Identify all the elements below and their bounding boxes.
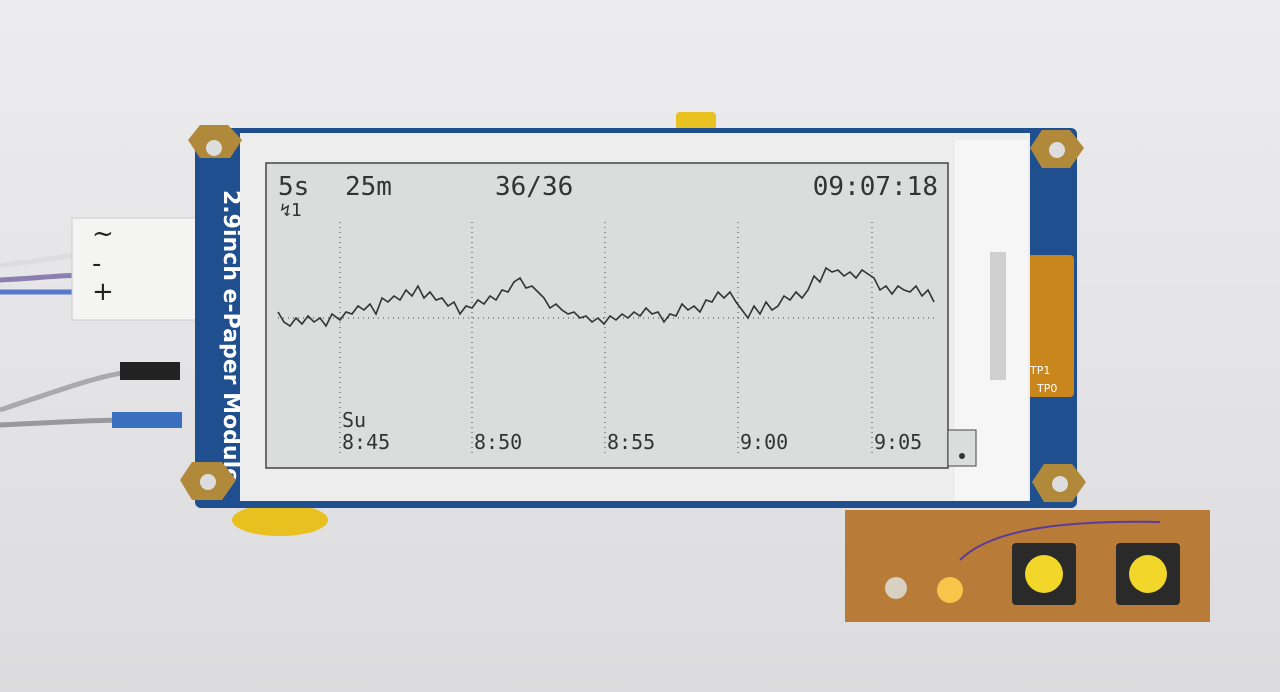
wire: [0, 369, 131, 413]
screen-corner: [947, 429, 977, 467]
jumper-wire: [959, 520, 1161, 561]
pad-label: TP1: [1029, 364, 1050, 377]
module-label: 2.9inch e-Paper Module: [218, 190, 243, 483]
connector-mark: -: [92, 249, 101, 279]
connector-mark: ~: [92, 219, 114, 249]
x-label: 8:55: [607, 430, 655, 454]
screw: [1052, 476, 1068, 492]
x-label: 9:05: [874, 430, 922, 454]
nuts: [180, 125, 1086, 502]
x-label: 9:00: [740, 430, 788, 454]
screen-content: 5s 25m 36/36 09:07:18 ↯1 Su: [277, 172, 938, 455]
screw: [1049, 142, 1065, 158]
screw: [200, 474, 216, 490]
button[interactable]: [1129, 555, 1167, 593]
header-text: 5s: [278, 172, 309, 202]
connector: [71, 217, 198, 321]
day-text: Su: [342, 408, 366, 432]
header-text: 36/36: [495, 172, 573, 202]
driver-chip: [990, 252, 1006, 380]
x-label: 8:45: [342, 430, 390, 454]
led: [885, 577, 907, 599]
dot: [959, 453, 965, 459]
x-label: 8:50: [474, 430, 522, 454]
screen: [265, 162, 949, 469]
trace: [277, 266, 935, 328]
top-button: [676, 112, 716, 130]
header-text: 09:07:18: [813, 172, 938, 202]
button[interactable]: [1025, 555, 1063, 593]
led-lit: [937, 577, 963, 603]
wire-sleeve: [120, 362, 180, 380]
connector-mark: +: [92, 277, 114, 307]
wire-sleeve: [112, 412, 182, 428]
screw: [206, 140, 222, 156]
pad-label: TP0: [1036, 382, 1057, 395]
flex-cable: [1028, 255, 1074, 397]
standoff: [232, 504, 328, 536]
header-text: 25m: [345, 172, 392, 202]
status-text: ↯1: [280, 200, 302, 221]
